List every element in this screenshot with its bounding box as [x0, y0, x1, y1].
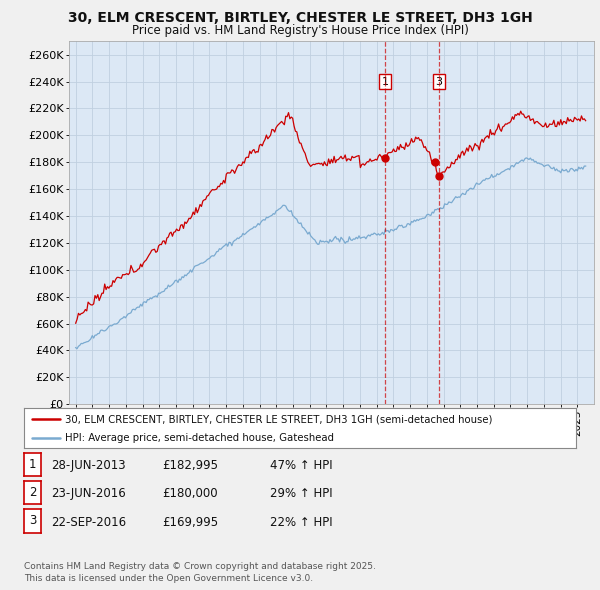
Text: £169,995: £169,995: [162, 516, 218, 529]
Text: 1: 1: [29, 458, 36, 471]
Text: 23-JUN-2016: 23-JUN-2016: [51, 487, 126, 500]
Text: 30, ELM CRESCENT, BIRTLEY, CHESTER LE STREET, DH3 1GH: 30, ELM CRESCENT, BIRTLEY, CHESTER LE ST…: [68, 11, 532, 25]
Text: 1: 1: [382, 77, 388, 87]
Text: 30, ELM CRESCENT, BIRTLEY, CHESTER LE STREET, DH3 1GH (semi-detached house): 30, ELM CRESCENT, BIRTLEY, CHESTER LE ST…: [65, 414, 493, 424]
Text: £182,995: £182,995: [162, 459, 218, 472]
Text: 47% ↑ HPI: 47% ↑ HPI: [270, 459, 332, 472]
Text: 3: 3: [436, 77, 443, 87]
Text: 2: 2: [29, 486, 36, 499]
Text: HPI: Average price, semi-detached house, Gateshead: HPI: Average price, semi-detached house,…: [65, 434, 334, 443]
Text: 22-SEP-2016: 22-SEP-2016: [51, 516, 126, 529]
Text: 29% ↑ HPI: 29% ↑ HPI: [270, 487, 332, 500]
Text: 22% ↑ HPI: 22% ↑ HPI: [270, 516, 332, 529]
Text: 3: 3: [29, 514, 36, 527]
Text: £180,000: £180,000: [162, 487, 218, 500]
Text: Contains HM Land Registry data © Crown copyright and database right 2025.
This d: Contains HM Land Registry data © Crown c…: [24, 562, 376, 583]
Text: 28-JUN-2013: 28-JUN-2013: [51, 459, 125, 472]
Text: Price paid vs. HM Land Registry's House Price Index (HPI): Price paid vs. HM Land Registry's House …: [131, 24, 469, 37]
